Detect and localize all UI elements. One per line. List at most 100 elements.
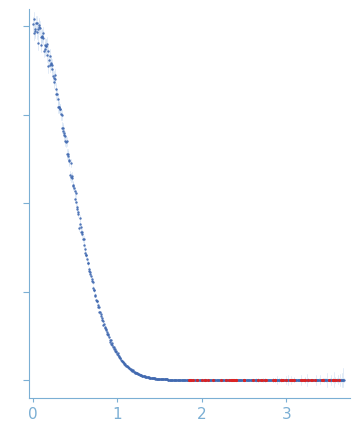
Point <box>63 138 69 145</box>
Point <box>260 377 265 384</box>
Point <box>124 363 130 370</box>
Point <box>79 228 85 235</box>
Point <box>112 345 117 352</box>
Point <box>145 374 151 381</box>
Point <box>58 111 64 118</box>
Point <box>308 376 313 383</box>
Point <box>331 377 337 384</box>
Point <box>176 376 181 383</box>
Point <box>69 174 75 181</box>
Point <box>332 377 338 384</box>
Point <box>322 377 328 384</box>
Point <box>321 377 327 384</box>
Point <box>162 376 168 383</box>
Point <box>256 376 262 383</box>
Point <box>136 371 141 378</box>
Point <box>240 377 246 384</box>
Point <box>276 377 282 384</box>
Point <box>162 376 167 383</box>
Point <box>42 45 48 52</box>
Point <box>170 376 176 383</box>
Point <box>258 377 263 384</box>
Point <box>75 208 81 215</box>
Point <box>116 352 121 359</box>
Point <box>247 377 253 384</box>
Point <box>59 124 65 131</box>
Point <box>71 181 76 188</box>
Point <box>199 377 205 384</box>
Point <box>77 215 82 222</box>
Point <box>302 377 308 384</box>
Point <box>47 52 52 59</box>
Point <box>60 125 66 132</box>
Point <box>317 376 323 383</box>
Point <box>336 377 341 384</box>
Point <box>145 374 150 381</box>
Point <box>154 375 160 382</box>
Point <box>259 377 265 384</box>
Point <box>269 377 275 384</box>
Point <box>233 377 239 384</box>
Point <box>61 130 67 137</box>
Point <box>275 376 281 383</box>
Point <box>167 376 173 383</box>
Point <box>64 151 70 158</box>
Point <box>327 377 333 384</box>
Point <box>334 376 340 383</box>
Point <box>127 365 133 372</box>
Point <box>277 376 282 383</box>
Point <box>286 377 292 384</box>
Point <box>321 376 326 383</box>
Point <box>329 376 335 383</box>
Point <box>337 376 343 383</box>
Point <box>304 377 310 384</box>
Point <box>68 174 74 181</box>
Point <box>278 377 283 384</box>
Point <box>297 376 303 383</box>
Point <box>34 20 40 27</box>
Point <box>192 377 197 384</box>
Point <box>67 172 73 179</box>
Point <box>120 358 126 365</box>
Point <box>221 376 226 383</box>
Point <box>49 59 54 66</box>
Point <box>134 370 140 377</box>
Point <box>147 374 153 381</box>
Point <box>153 375 159 382</box>
Point <box>282 377 287 384</box>
Point <box>60 127 65 134</box>
Point <box>154 375 160 382</box>
Point <box>217 377 223 384</box>
Point <box>182 376 188 383</box>
Point <box>175 376 180 383</box>
Point <box>190 376 195 383</box>
Point <box>164 376 170 383</box>
Point <box>160 376 165 383</box>
Point <box>104 327 109 334</box>
Point <box>45 52 50 59</box>
Point <box>38 42 44 49</box>
Point <box>110 343 116 350</box>
Point <box>57 106 63 113</box>
Point <box>222 377 227 384</box>
Point <box>131 368 137 375</box>
Point <box>310 377 315 384</box>
Point <box>274 377 280 384</box>
Point <box>191 376 197 383</box>
Point <box>114 350 120 357</box>
Point <box>180 376 186 383</box>
Point <box>57 105 63 112</box>
Point <box>315 377 320 384</box>
Point <box>81 242 87 249</box>
Point <box>272 377 278 384</box>
Point <box>72 188 77 195</box>
Point <box>246 377 252 384</box>
Point <box>109 340 114 347</box>
Point <box>106 332 111 339</box>
Point <box>166 376 172 383</box>
Point <box>337 376 342 383</box>
Point <box>66 156 72 163</box>
Point <box>196 376 202 383</box>
Point <box>117 354 123 361</box>
Point <box>41 30 46 37</box>
